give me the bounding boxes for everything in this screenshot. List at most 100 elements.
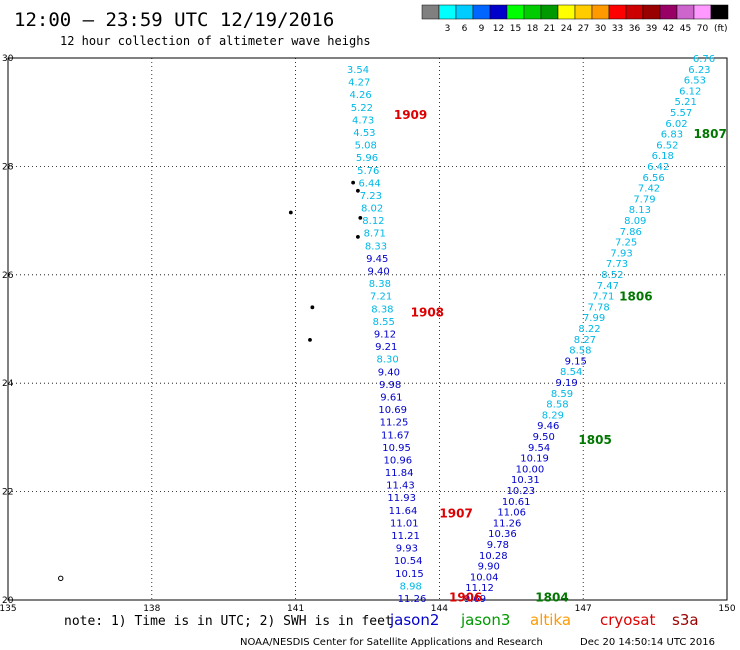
island-marker	[356, 188, 360, 193]
colorbar-tick-label: 33	[612, 24, 623, 34]
wave-height-label: 5.08	[355, 141, 377, 152]
wave-height-label: 6.18	[652, 151, 674, 162]
pass-number-labels: 1909 1908 1907 1906 1807 1806 1805 1804	[394, 108, 727, 604]
wave-height-label: 11.06	[497, 508, 526, 519]
latitude-tick-label: 24	[2, 379, 14, 389]
colorbar-tick-label: 39	[646, 24, 658, 34]
wave-height-label: 8.22	[578, 324, 600, 335]
wave-height-label: 11.21	[391, 531, 420, 542]
colorbar-swatch	[523, 4, 542, 20]
colorbar-swatch	[625, 4, 644, 20]
wave-height-label: 11.26	[398, 594, 427, 605]
island-marker	[308, 337, 312, 342]
pass-number-label: 1806	[619, 289, 652, 303]
latitude-tick-label: 22	[2, 488, 13, 498]
satellite-legend: jason2 jason3 altika cryosat s3a	[389, 611, 699, 629]
map-subtitle: 12 hour collection of altimeter wave hei…	[60, 34, 371, 48]
longitude-tick-label: 138	[143, 604, 160, 614]
wave-height-label: 6.02	[665, 119, 687, 130]
colorbar-swatch	[676, 4, 695, 20]
wave-height-label: 9.19	[555, 378, 577, 389]
wave-height-label: 6.42	[647, 162, 669, 173]
latitude-tick-labels: 20 22 24 26 28 30	[2, 54, 14, 606]
wave-height-label: 11.25	[380, 418, 409, 429]
wave-height-label: 8.38	[371, 304, 393, 315]
wave-height-label: 9.40	[378, 367, 400, 378]
wave-height-label: 8.55	[373, 317, 395, 328]
island-marker	[288, 210, 293, 215]
wave-height-label: 6.44	[358, 178, 380, 189]
island-marker	[310, 305, 315, 310]
jason2-track: 3.54 4.274.26 5.224.73 4.53 5.085.96 5.766.44…	[347, 65, 426, 605]
colorbar-tick-label: 45	[680, 24, 691, 34]
colorbar-tick-label: 42	[663, 24, 674, 34]
colorbar-tick-label: 9	[479, 24, 485, 34]
wave-height-label: 8.71	[364, 229, 386, 240]
wave-height-label: 8.12	[362, 216, 384, 227]
wave-height-label: 11.01	[390, 518, 419, 529]
wave-height-label: 9.46	[537, 421, 559, 432]
colorbar-tick-label: 24	[561, 24, 573, 34]
wave-height-label: 9.69	[464, 594, 486, 605]
latitude-tick-label: 30	[2, 54, 14, 64]
wave-height-label: 7.79	[633, 194, 655, 205]
wave-height-label: 10.23	[506, 486, 535, 497]
wave-height-label: 9.45	[366, 254, 388, 265]
legend-s3a: s3a	[672, 611, 699, 629]
wave-height-label: 8.33	[365, 241, 387, 252]
map-frame	[7, 57, 728, 601]
wave-height-label: 10.31	[511, 475, 540, 486]
pass-number-label: 1805	[578, 433, 611, 447]
wave-height-label: 11.26	[493, 518, 522, 529]
colorbar-swatch	[693, 4, 712, 20]
wave-height-label: 5.76	[357, 166, 379, 177]
wave-height-label: 7.99	[583, 313, 605, 324]
wave-height-label: 7.23	[360, 191, 382, 202]
wave-height-label: 9.40	[367, 267, 389, 278]
wave-height-label: 10.36	[488, 529, 517, 540]
wave-height-colorbar: 3 6 9 12 15 18 21 24 27 30 33 36 39 42 45 70	[421, 4, 729, 34]
colorbar-swatch	[608, 4, 627, 20]
legend-jason3: jason3	[460, 611, 510, 629]
longitude-tick-label: 144	[431, 604, 448, 614]
colorbar-swatch	[472, 4, 491, 20]
colorbar-tick-label: 21	[544, 24, 555, 34]
wave-height-label: 8.52	[601, 270, 623, 281]
wave-height-label: 3.54	[347, 65, 369, 76]
wave-height-label: 10.69	[378, 405, 407, 416]
wave-height-label: 9.61	[380, 392, 402, 403]
latitude-tick-label: 20	[2, 596, 14, 606]
wave-height-label: 8.30	[376, 355, 398, 366]
wave-height-label: 9.98	[379, 380, 401, 391]
generated-timestamp: Dec 20 14:50:14 UTC 2016	[580, 637, 715, 648]
units-note: note: 1) Time is in UTC; 2) SWH is in fe…	[64, 614, 393, 629]
wave-height-label: 11.84	[385, 468, 414, 479]
wave-height-label: 10.28	[479, 551, 508, 562]
colorbar-swatch	[421, 4, 440, 20]
wave-height-label: 10.15	[395, 569, 424, 580]
longitude-tick-label: 147	[575, 604, 592, 614]
colorbar-tick-label: 15	[510, 24, 521, 34]
wave-height-label: 10.95	[382, 443, 411, 454]
wave-height-label: 7.47	[597, 281, 619, 292]
wave-height-label: 9.93	[396, 544, 418, 555]
longitude-tick-labels: 135 138 141 144 147 150	[0, 604, 736, 614]
colorbar-tick-label: 36	[629, 24, 641, 34]
colorbar-tick-label: 27	[578, 24, 589, 34]
colorbar-tick-label: 3	[445, 24, 451, 34]
wave-height-label: 7.71	[592, 292, 614, 303]
wave-height-label: 4.27	[348, 78, 370, 89]
colorbar-tick-label: 18	[527, 24, 539, 34]
legend-altika: altika	[530, 611, 571, 629]
wave-height-label: 6.83	[661, 130, 683, 141]
wave-height-label: 8.58	[569, 346, 591, 357]
colorbar-tick-label: 12	[493, 24, 504, 34]
credit-line: NOAA/NESDIS Center for Satellite Applica…	[240, 637, 543, 648]
pass-number-label: 1906	[449, 590, 482, 604]
colorbar-swatch	[591, 4, 610, 20]
wave-height-label: 9.50	[533, 432, 555, 443]
colorbar-tick-label: 30	[595, 24, 607, 34]
wave-height-label: 10.54	[394, 556, 423, 567]
wave-height-label: 7.42	[638, 184, 660, 195]
wave-height-label: 8.27	[574, 335, 596, 346]
